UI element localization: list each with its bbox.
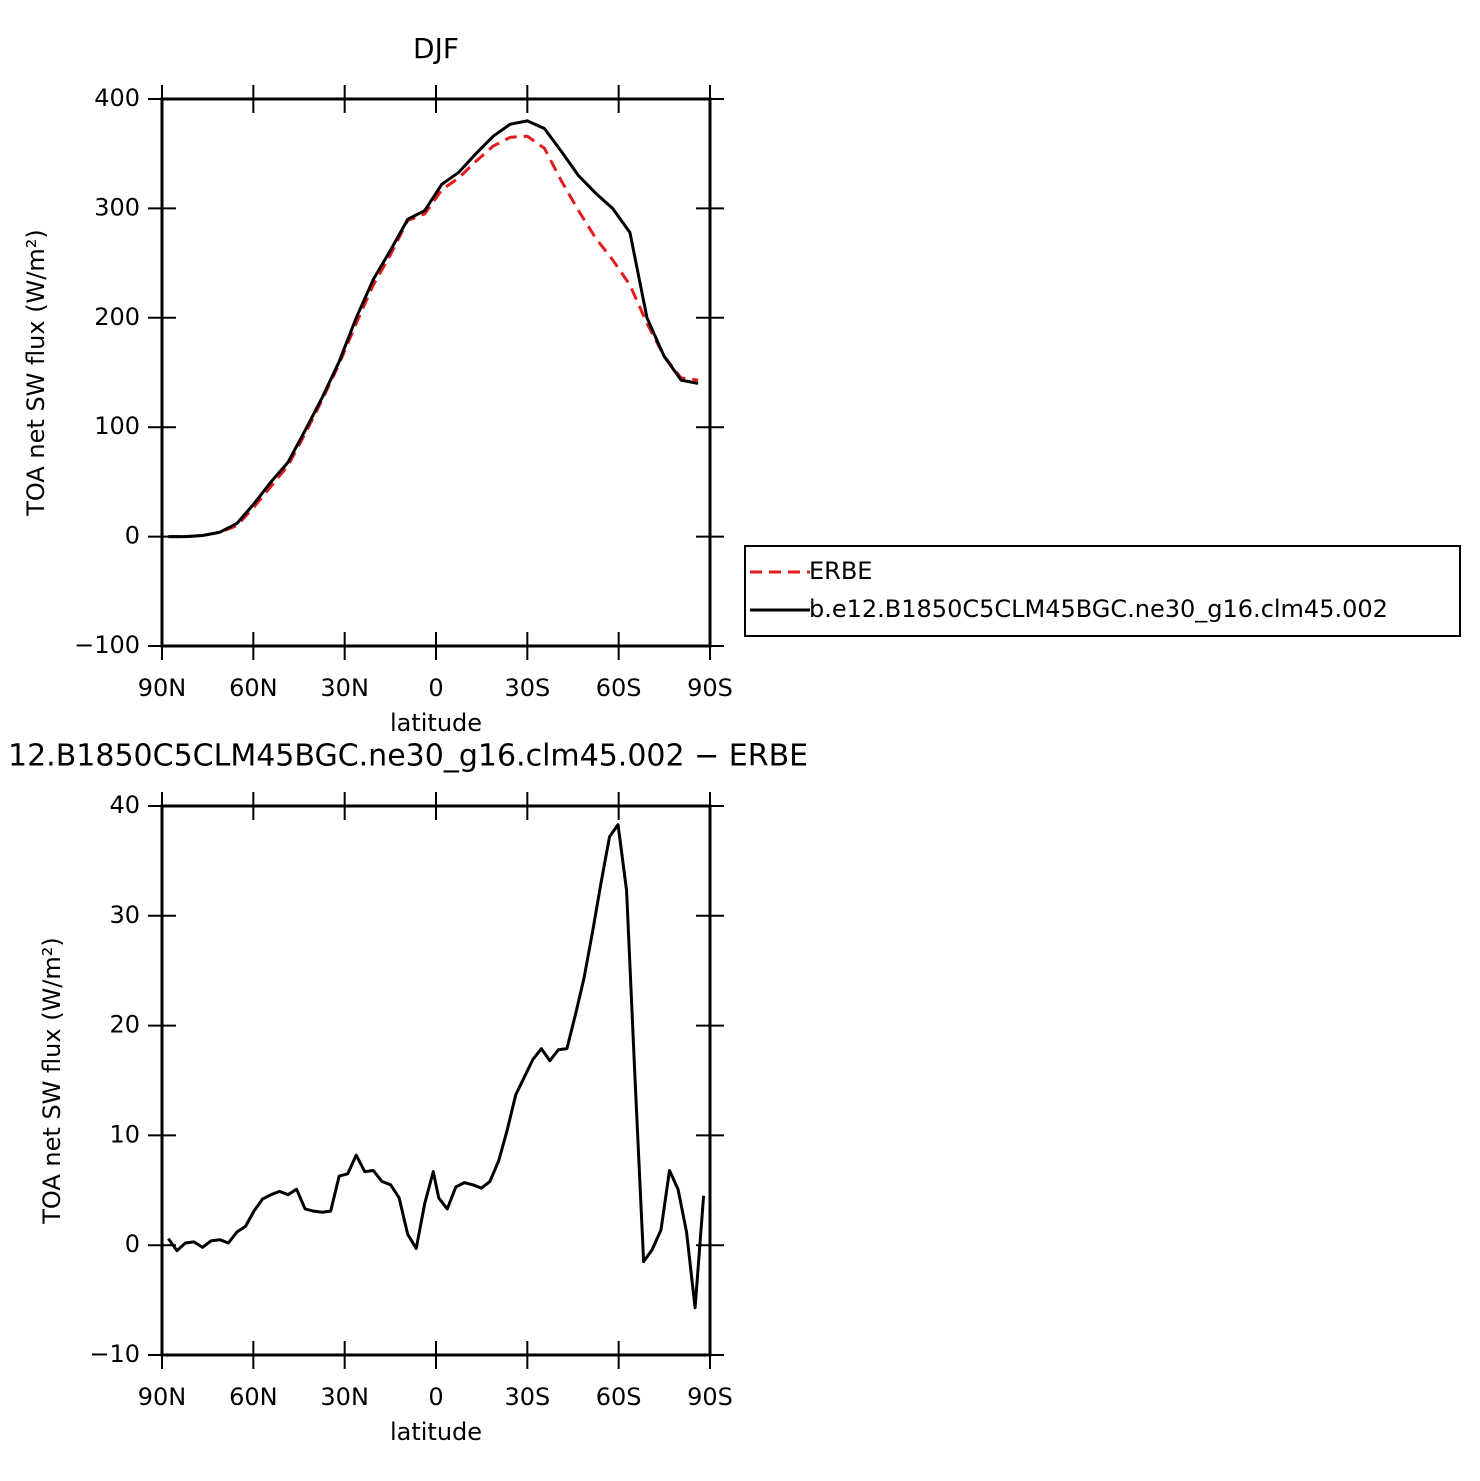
legend-label: b.e12.B1850C5CLM45BGC.ne30_g16.clm45.002: [809, 595, 1388, 623]
legend-box: [744, 545, 1461, 637]
legend-label: ERBE: [809, 557, 872, 585]
y-tick-label: −10: [89, 1340, 140, 1368]
data-line: [167, 823, 706, 1310]
chart-title: DJF: [413, 32, 459, 65]
x-tick-label: 60S: [596, 674, 642, 702]
y-tick-label: 40: [109, 791, 140, 819]
x-tick-label: 90S: [687, 1383, 733, 1411]
y-axis-label: TOA net SW flux (W/m²): [22, 229, 50, 517]
x-tick-label: 30S: [504, 1383, 550, 1411]
y-tick-label: 300: [94, 193, 140, 221]
x-axis-label: latitude: [390, 1418, 482, 1446]
y-tick-label: 0: [125, 1230, 140, 1258]
x-tick-label: 60N: [229, 674, 278, 702]
x-tick-label: 0: [428, 1383, 443, 1411]
x-tick-label: 30N: [320, 1383, 369, 1411]
data-line: [168, 119, 699, 539]
y-tick-label: 0: [125, 522, 140, 550]
plot-frame: [160, 97, 712, 648]
x-tick-label: 30N: [320, 674, 369, 702]
x-tick-label: 60N: [229, 1383, 278, 1411]
y-tick-label: 30: [109, 901, 140, 929]
x-tick-label: 60S: [596, 1383, 642, 1411]
x-axis-label: latitude: [390, 709, 482, 737]
y-tick-label: 200: [94, 303, 140, 331]
x-tick-label: 90N: [138, 674, 187, 702]
x-tick-label: 0: [428, 674, 443, 702]
y-tick-label: 10: [109, 1120, 140, 1148]
x-tick-label: 90S: [687, 674, 733, 702]
data-line: [168, 134, 699, 539]
y-tick-label: 400: [94, 84, 140, 112]
y-tick-label: 20: [109, 1011, 140, 1039]
y-tick-label: −100: [74, 631, 140, 659]
y-tick-label: 100: [94, 412, 140, 440]
x-tick-label: 90N: [138, 1383, 187, 1411]
x-tick-label: 30S: [504, 674, 550, 702]
y-axis-label: TOA net SW flux (W/m²): [38, 937, 66, 1225]
chart-title: 12.B1850C5CLM45BGC.ne30_g16.clm45.002 − …: [8, 739, 808, 774]
